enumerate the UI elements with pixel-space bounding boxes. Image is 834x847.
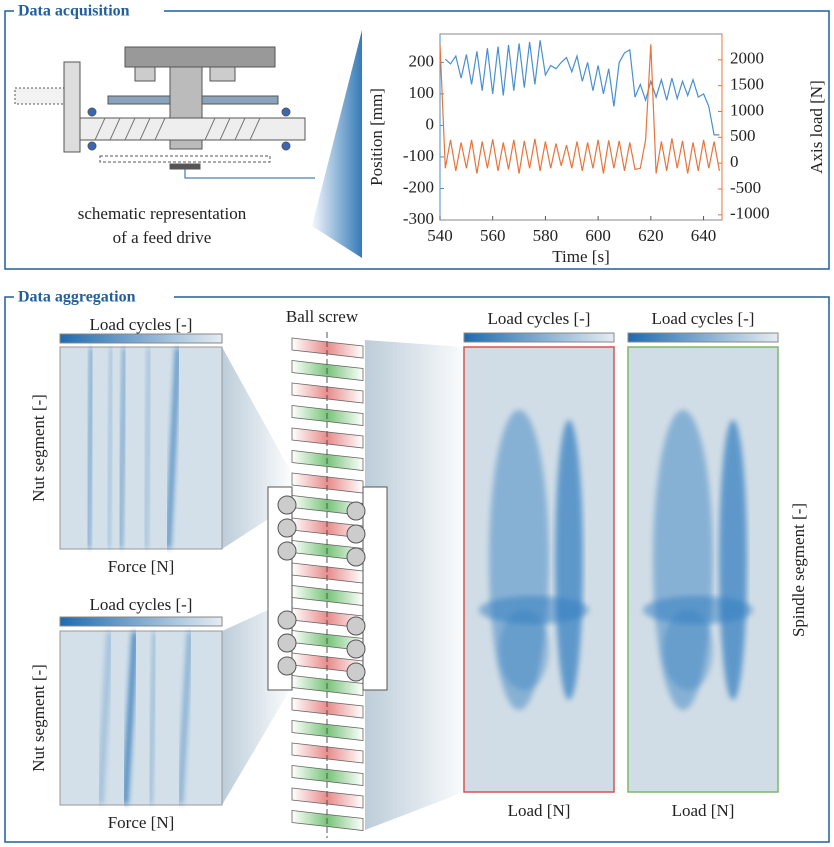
heatmap-streak xyxy=(122,631,138,805)
title-bg xyxy=(14,288,174,306)
ball xyxy=(346,501,366,521)
y2-tick-label: 1000 xyxy=(730,100,764,119)
x-axis-label: Force [N] xyxy=(108,813,175,832)
y-axis-label: Nut segment [-] xyxy=(29,394,48,502)
y-tick-label: -200 xyxy=(403,177,434,196)
heatmap-streak xyxy=(166,347,180,549)
heatmap-blob xyxy=(663,610,713,690)
heatmap-blob xyxy=(555,420,583,700)
x-axis-label: Force [N] xyxy=(108,557,175,576)
heatmap-streak xyxy=(141,347,154,549)
ball xyxy=(277,541,297,561)
screw-flank xyxy=(291,742,364,764)
ball xyxy=(346,662,366,682)
colorbar xyxy=(59,616,223,627)
feed-drive-schematic xyxy=(14,46,315,179)
colorbar-label: Load cycles [-] xyxy=(488,309,591,328)
ball xyxy=(277,633,297,653)
title-bg xyxy=(14,2,164,20)
x-axis-label: Time [s] xyxy=(552,247,609,266)
plot: 540 560 580 600 620 640-300-200-1000100200-10… xyxy=(367,33,826,266)
y-axis-label: Position [mm] xyxy=(367,88,386,186)
heatmap-streak xyxy=(106,347,114,549)
ball xyxy=(277,610,297,630)
x-tick-label: 600 xyxy=(585,226,611,245)
x-tick-label: 580 xyxy=(533,226,559,245)
y-axis-label: Spindle segment [-] xyxy=(789,503,808,637)
heatmap-streak xyxy=(118,347,127,549)
x-tick-label: 560 xyxy=(480,226,506,245)
ball xyxy=(277,518,297,538)
series-line xyxy=(444,40,720,136)
section-title: Data acquisition xyxy=(18,3,130,20)
plot-area xyxy=(439,33,723,221)
colorbar xyxy=(627,332,779,343)
heatmap xyxy=(59,346,223,550)
colorbar-label: Load cycles [-] xyxy=(90,315,193,334)
zoom-wedge xyxy=(312,30,362,258)
x-axis-label: Load [N] xyxy=(508,801,571,820)
colorbar xyxy=(59,333,223,344)
y-tick-label: -100 xyxy=(403,146,434,165)
ball-screw xyxy=(267,332,388,838)
nut-housing-right xyxy=(362,486,388,691)
x-axis-label: Load [N] xyxy=(672,801,735,820)
y-tick-label: 100 xyxy=(409,83,435,102)
y2-tick-label: 500 xyxy=(730,126,756,145)
ball xyxy=(277,656,297,676)
screw-flank xyxy=(291,337,364,359)
y2-tick-label: -500 xyxy=(730,178,761,197)
schematic-caption: schematic representation xyxy=(78,204,247,223)
y-tick-label: 200 xyxy=(409,51,435,70)
heatmap xyxy=(59,630,223,806)
schematic-caption: of a feed drive xyxy=(113,228,212,247)
screw-flank xyxy=(291,427,364,449)
heatmap-streak xyxy=(97,631,113,805)
y2-tick-label: 1500 xyxy=(730,75,764,94)
colorbar xyxy=(463,332,615,343)
y2-tick-label: -1000 xyxy=(730,204,770,223)
screw-flank xyxy=(291,382,364,404)
section-frame xyxy=(4,10,830,270)
y2-axis-label: Axis load [N] xyxy=(807,80,826,173)
y-tick-label: -300 xyxy=(403,209,434,228)
heatmap-streak xyxy=(85,347,95,549)
section-title: Data aggregation xyxy=(18,289,136,306)
heatmap-blob xyxy=(499,610,549,690)
section-frame xyxy=(4,296,830,843)
x-tick-label: 540 xyxy=(427,226,453,245)
colorbar-label: Load cycles [-] xyxy=(90,595,193,614)
screw-flank xyxy=(291,787,364,809)
ball-screw-label: Ball screw xyxy=(286,307,359,326)
heatmap-streak xyxy=(178,631,192,805)
ball xyxy=(277,495,297,515)
heatmap-blob xyxy=(643,596,753,624)
x-tick-label: 620 xyxy=(638,226,664,245)
x-tick-label: 640 xyxy=(691,226,717,245)
heatmap-blob xyxy=(479,596,589,624)
y2-tick-label: 2000 xyxy=(730,49,764,68)
series-line xyxy=(439,44,720,174)
ball xyxy=(346,524,366,544)
colorbar-label: Load cycles [-] xyxy=(652,309,755,328)
heatmaps xyxy=(59,332,779,806)
ball xyxy=(346,639,366,659)
heatmap-blob xyxy=(719,420,747,700)
ball xyxy=(346,616,366,636)
ball xyxy=(346,547,366,567)
zoom-wedge xyxy=(365,340,464,830)
y-tick-label: 0 xyxy=(426,114,435,133)
y-axis-label: Nut segment [-] xyxy=(29,664,48,772)
y2-tick-label: 0 xyxy=(730,152,739,171)
heatmap-streak xyxy=(148,631,157,805)
screw-flank xyxy=(291,697,364,719)
